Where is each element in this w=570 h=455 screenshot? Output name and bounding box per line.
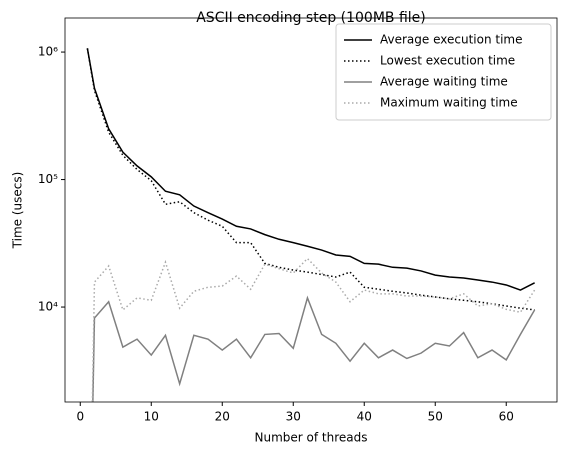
x-tick-label: 30: [286, 410, 301, 424]
legend-label: Lowest execution time: [380, 54, 515, 68]
plot-frame: [64, 17, 558, 403]
series-line: [91, 257, 536, 402]
legend-label: Average waiting time: [380, 75, 508, 89]
x-tick-label: 20: [215, 410, 230, 424]
y-tick-label: 10⁴: [38, 300, 58, 314]
series-line: [92, 295, 536, 402]
y-tick-label: 10⁵: [38, 172, 58, 186]
x-tick-label: 0: [76, 410, 84, 424]
y-axis-label: Time (usecs): [11, 172, 25, 250]
series-line: [86, 48, 535, 291]
x-tick-label: 40: [357, 410, 372, 424]
x-axis-label: Number of threads: [255, 431, 368, 445]
x-tick-label: 10: [144, 410, 159, 424]
plot-lines: [86, 48, 536, 402]
series-line: [86, 48, 535, 311]
legend-box: [335, 23, 552, 121]
x-tick-label: 60: [499, 410, 514, 424]
legend-label: Maximum waiting time: [380, 96, 518, 110]
y-tick-label: 10⁶: [38, 45, 58, 59]
legend: Average execution time Lowest execution t…: [335, 23, 552, 121]
x-tick-label: 50: [428, 410, 443, 424]
legend-label: Average execution time: [380, 33, 523, 47]
